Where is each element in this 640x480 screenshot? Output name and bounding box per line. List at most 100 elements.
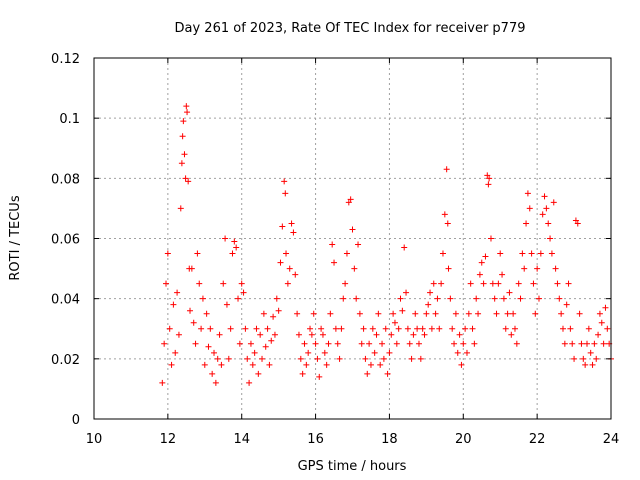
data-point [244, 355, 251, 362]
grid-lines [94, 58, 611, 419]
data-point [583, 340, 590, 347]
data-point [598, 319, 605, 326]
data-point [556, 295, 563, 302]
data-point [578, 340, 585, 347]
data-point [596, 310, 603, 317]
data-point [444, 220, 451, 227]
data-point [548, 250, 555, 257]
data-point [286, 265, 293, 272]
data-point [353, 295, 360, 302]
data-point [408, 355, 415, 362]
data-point [465, 310, 472, 317]
data-point [223, 301, 230, 308]
data-point [325, 340, 332, 347]
data-point [511, 325, 518, 332]
data-point [497, 250, 504, 257]
data-point [547, 235, 554, 242]
data-point [602, 304, 609, 311]
data-point [535, 295, 542, 302]
data-point [312, 340, 319, 347]
data-point [303, 361, 310, 368]
data-point [554, 280, 561, 287]
data-point [190, 319, 197, 326]
data-point [567, 325, 574, 332]
data-point [329, 241, 336, 248]
data-point [249, 361, 256, 368]
data-point [480, 280, 487, 287]
data-point [273, 295, 280, 302]
data-point [336, 355, 343, 362]
data-point [486, 175, 493, 182]
data-point [332, 325, 339, 332]
data-point [427, 289, 434, 296]
data-point [430, 280, 437, 287]
data-point [181, 151, 188, 158]
y-axis-ticks: 0 0.02 0.04 0.06 0.08 0.1 0.12 [51, 52, 611, 428]
data-point [423, 310, 430, 317]
data-point [168, 361, 175, 368]
data-point [487, 235, 494, 242]
data-point [275, 307, 282, 314]
data-point [277, 259, 284, 266]
data-point [331, 259, 338, 266]
data-point [589, 361, 596, 368]
data-point [290, 229, 297, 236]
data-point [310, 310, 317, 317]
data-point [493, 310, 500, 317]
data-point [183, 103, 190, 110]
data-point [192, 340, 199, 347]
data-point [343, 250, 350, 257]
data-point [558, 310, 565, 317]
data-point [207, 325, 214, 332]
x-tick-label: 10 [86, 432, 103, 447]
data-point [340, 295, 347, 302]
data-point [404, 325, 411, 332]
data-point [227, 325, 234, 332]
data-point [412, 310, 419, 317]
data-point [419, 325, 426, 332]
data-point [166, 325, 173, 332]
data-point [268, 337, 275, 344]
data-point [323, 361, 330, 368]
scatter-points [159, 103, 614, 386]
data-point [421, 331, 428, 338]
data-point [284, 280, 291, 287]
data-point [205, 343, 212, 350]
data-point [530, 280, 537, 287]
data-point [238, 280, 245, 287]
data-point [373, 331, 380, 338]
data-point [499, 271, 506, 278]
data-point [299, 370, 306, 377]
x-tick-label: 20 [455, 432, 472, 447]
data-point [484, 172, 491, 179]
data-point [506, 289, 513, 296]
data-point [502, 325, 509, 332]
data-point [591, 340, 598, 347]
data-point [467, 280, 474, 287]
data-point [292, 271, 299, 278]
data-point [428, 325, 435, 332]
data-point [572, 217, 579, 224]
data-point [253, 325, 260, 332]
data-point [550, 199, 557, 206]
data-point [438, 280, 445, 287]
data-point [526, 205, 533, 212]
data-point [371, 349, 378, 356]
data-point [523, 220, 530, 227]
data-point [170, 301, 177, 308]
data-point [587, 349, 594, 356]
data-point [585, 325, 592, 332]
data-point [537, 250, 544, 257]
data-point [229, 250, 236, 257]
data-point [174, 289, 181, 296]
data-point [364, 370, 371, 377]
data-point [257, 331, 264, 338]
data-point [565, 280, 572, 287]
data-point [436, 325, 443, 332]
data-point [528, 250, 535, 257]
data-point [161, 340, 168, 347]
data-point [216, 331, 223, 338]
data-point [401, 244, 408, 251]
data-point [233, 244, 240, 251]
data-point [460, 340, 467, 347]
